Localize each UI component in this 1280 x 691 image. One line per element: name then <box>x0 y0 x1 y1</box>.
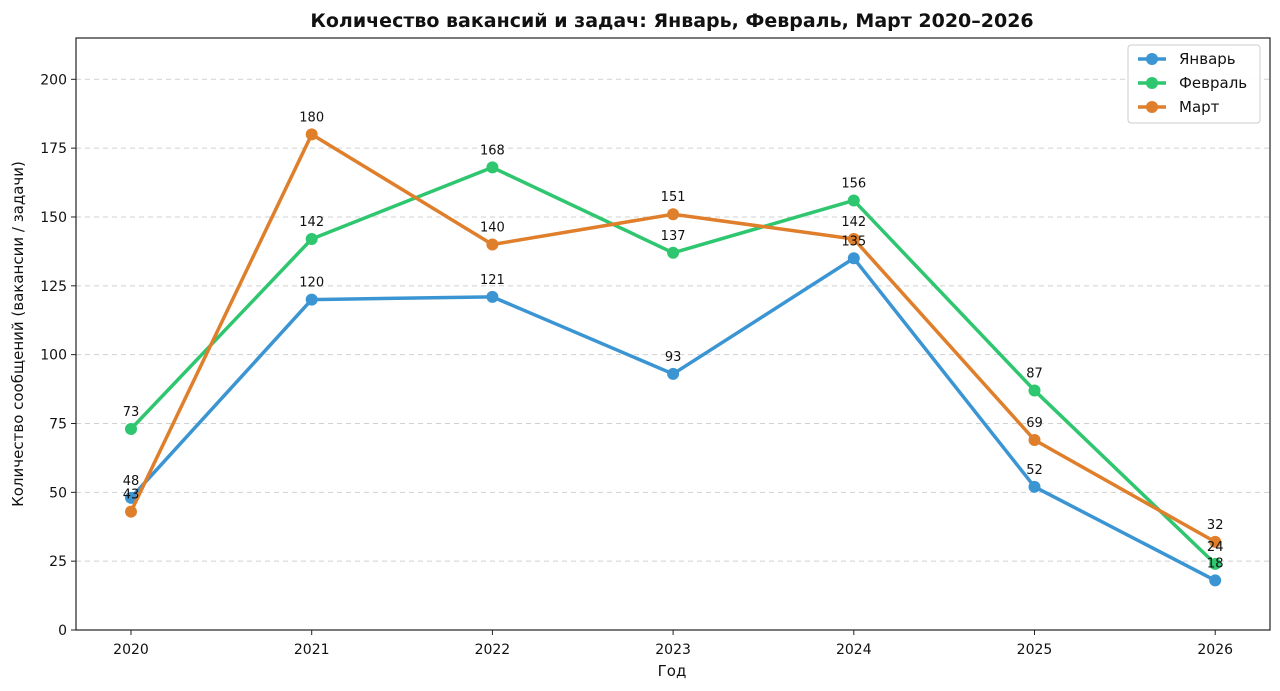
legend-marker <box>1146 101 1158 113</box>
legend: Январь Февраль Март <box>1127 44 1261 124</box>
data-point <box>305 293 318 306</box>
data-label: 32 <box>1207 518 1224 533</box>
series-line-1 <box>129 256 1217 583</box>
data-point <box>667 367 680 380</box>
y-tick-label: 75 <box>49 416 67 432</box>
chart-title: Количество вакансий и задач: Январь, Фев… <box>310 10 1033 32</box>
data-labels: 48 120 121 93 135 52 18 73 142 168 137 156 87 24 43 180… <box>123 110 1224 571</box>
y-tick-label: 100 <box>40 348 67 364</box>
legend-label: Февраль <box>1179 74 1247 92</box>
data-label: 93 <box>665 350 682 365</box>
data-label: 168 <box>480 143 505 158</box>
x-tick-label: 2021 <box>294 642 330 658</box>
data-label: 121 <box>480 273 505 288</box>
y-tick-label: 50 <box>49 485 67 501</box>
x-tick-label: 2020 <box>113 642 149 658</box>
data-label: 135 <box>841 234 866 249</box>
data-point <box>1028 434 1041 447</box>
data-label: 137 <box>661 229 686 244</box>
data-label: 24 <box>1207 540 1224 555</box>
data-point <box>667 208 680 221</box>
data-label: 43 <box>123 488 140 503</box>
legend-label: Январь <box>1179 50 1236 68</box>
x-tick-label: 2024 <box>836 642 872 658</box>
data-point <box>125 505 137 518</box>
data-label: 140 <box>480 221 505 236</box>
data-point <box>125 422 137 435</box>
data-point <box>305 128 318 141</box>
data-point <box>486 290 499 303</box>
y-tick-label: 125 <box>40 279 67 295</box>
y-tick-label: 0 <box>58 623 67 639</box>
plot-frame <box>75 37 1271 631</box>
y-tick-label: 25 <box>49 554 67 570</box>
data-point <box>847 194 860 207</box>
x-tick-label: 2026 <box>1197 642 1233 658</box>
legend-marker <box>1146 77 1158 89</box>
data-point <box>1028 480 1041 493</box>
data-point <box>1209 535 1222 548</box>
x-tick-label: 2023 <box>655 642 691 658</box>
y-tick-label: 150 <box>40 210 67 226</box>
y-tick-label: 200 <box>40 72 67 88</box>
y-tick-label: 175 <box>40 141 67 157</box>
data-label: 120 <box>299 276 324 291</box>
data-label: 87 <box>1026 366 1043 381</box>
grid-lines <box>76 78 1270 562</box>
data-point <box>305 233 318 246</box>
data-label: 52 <box>1026 463 1043 478</box>
data-label: 73 <box>123 405 140 420</box>
series-line-2 <box>129 165 1217 566</box>
data-label: 142 <box>299 215 324 230</box>
data-label: 18 <box>1207 556 1224 571</box>
data-label: 142 <box>841 215 866 230</box>
data-label: 156 <box>841 176 866 191</box>
data-point <box>847 233 860 246</box>
x-tick-label: 2025 <box>1017 642 1053 658</box>
x-axis-label: Год <box>658 662 687 680</box>
legend-box <box>1127 44 1261 124</box>
data-point <box>125 491 137 504</box>
data-label: 69 <box>1026 416 1043 431</box>
data-point <box>1209 574 1222 587</box>
data-point <box>847 252 860 265</box>
data-label: 151 <box>661 190 686 205</box>
x-tick-label: 2022 <box>475 642 511 658</box>
series-layer <box>125 128 1222 587</box>
data-point <box>486 161 499 174</box>
data-label: 180 <box>299 110 324 125</box>
data-point <box>1028 384 1041 397</box>
data-point <box>1209 557 1222 570</box>
data-point <box>667 246 680 259</box>
axes: 0 25 50 75 100 125 150 175 200 2020 2021 2022 2023 20… <box>40 37 1271 658</box>
data-label: 48 <box>123 474 140 489</box>
data-point <box>486 238 499 251</box>
y-axis-label: Количество сообщений (вакансии / задачи) <box>9 161 27 507</box>
legend-label: Март <box>1179 98 1220 116</box>
legend-marker <box>1146 53 1158 65</box>
